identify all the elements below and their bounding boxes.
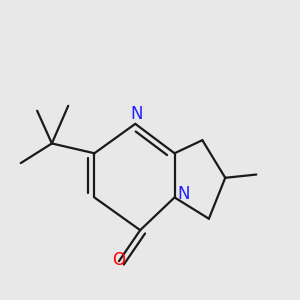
Text: N: N — [177, 185, 190, 203]
Text: N: N — [131, 105, 143, 123]
Text: O: O — [112, 250, 125, 268]
